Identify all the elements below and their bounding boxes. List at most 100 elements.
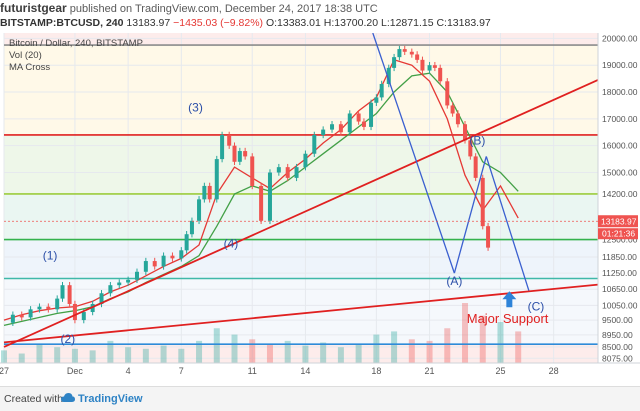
volume-bar <box>178 348 185 363</box>
candle-body <box>189 220 194 235</box>
trendline <box>372 33 455 274</box>
candle-body <box>455 113 460 125</box>
volume-bar <box>18 353 25 363</box>
candle-body <box>463 124 468 141</box>
price-tick-label: 8500.00 <box>602 342 633 352</box>
candle-body <box>450 105 455 114</box>
candle-body <box>473 156 478 178</box>
time-tick-label: 27 <box>0 366 9 376</box>
volume-bar <box>89 350 96 363</box>
publisher-name[interactable]: futuristgear <box>0 1 67 15</box>
price-band <box>4 134 598 194</box>
volume-bar <box>408 339 415 363</box>
legend-volume[interactable]: Vol (20) <box>9 50 42 61</box>
price-chart[interactable]: (1)(2)(3)(4)(5)(A)(B)(C)Major Support200… <box>0 33 640 378</box>
volume-bar <box>444 328 451 363</box>
publisher-line: futuristgear published on TradingView.co… <box>0 1 378 15</box>
candle-body <box>10 314 15 323</box>
price-tick-label: 10050.00 <box>602 300 638 310</box>
volume-bar <box>142 348 149 363</box>
candle-body <box>214 159 219 200</box>
wave-label: (C) <box>528 300 545 314</box>
candle-body <box>330 124 335 130</box>
candle-body <box>250 156 255 186</box>
price-tick-label: 14200.00 <box>602 189 638 199</box>
ohlc-high: 13700.20 <box>334 17 379 29</box>
volume-bar <box>125 347 132 363</box>
price-tick-label: 9500.00 <box>602 315 633 325</box>
chart-header: futuristgear published on TradingView.co… <box>0 0 640 33</box>
candle-body <box>179 250 184 259</box>
candle-body <box>108 285 113 294</box>
volume-bar <box>196 340 203 363</box>
candle-body <box>126 279 131 283</box>
candle-body <box>303 153 308 168</box>
candle-body <box>312 134 317 154</box>
volume-bar <box>515 331 522 363</box>
countdown-box <box>598 228 638 240</box>
candle-body <box>397 49 402 58</box>
price-band <box>4 33 598 46</box>
support-arrow-icon <box>502 291 517 308</box>
price-tick-label: 15000.00 <box>602 168 638 178</box>
volume-bar <box>266 344 273 363</box>
price-tick-label: 19000.00 <box>602 60 638 70</box>
legend-title: Bitcoin / Dollar, 240, BITSTAMP <box>9 38 143 49</box>
candle-body <box>468 140 473 157</box>
candle-body <box>99 293 104 304</box>
price-tick-label: 20000.00 <box>602 33 638 43</box>
candle-body <box>402 49 407 52</box>
time-tick-label: 14 <box>300 366 310 376</box>
candle-body <box>409 51 414 55</box>
volume-bar <box>497 321 504 363</box>
volume-bar <box>284 340 291 363</box>
candle-body <box>237 151 242 162</box>
price-tick-label: 11250.00 <box>602 268 637 278</box>
price-band <box>4 239 598 279</box>
trendline <box>485 156 530 291</box>
wave-label: (4) <box>224 237 239 251</box>
time-axis-bg <box>0 363 640 378</box>
ohlc-open: 13383.01 <box>277 17 321 29</box>
last-price-box <box>598 215 638 228</box>
tradingview-brand[interactable]: TradingView <box>78 393 143 405</box>
symbol-line: BITSTAMP:BTCUSD, 240 13183.97 −1435.03 (… <box>0 17 491 29</box>
published-text: published on TradingView.com, December 2… <box>69 3 378 15</box>
footer-bar: Created with TradingView <box>0 386 640 411</box>
candle-body <box>37 306 42 310</box>
candle-body <box>374 97 379 103</box>
legend-ma-cross[interactable]: MA Cross <box>9 62 51 73</box>
candle-body <box>369 102 374 127</box>
candle-body <box>427 65 432 71</box>
time-tick-label: 28 <box>549 366 559 376</box>
volume-bar <box>391 331 398 363</box>
wave-label: (3) <box>188 100 203 114</box>
chart-area[interactable]: (1)(2)(3)(4)(5)(A)(B)(C)Major Support200… <box>0 33 640 378</box>
candle-body <box>28 309 33 318</box>
ohlc-open-label: O: <box>265 17 278 29</box>
volume-bar <box>231 334 238 363</box>
volume-bar <box>462 303 469 363</box>
candle-body <box>202 185 207 200</box>
candle-body <box>243 151 248 157</box>
volume-bar <box>1 350 7 363</box>
candle-body <box>379 83 384 98</box>
wave-label: (A) <box>446 274 462 288</box>
price-tick-label: 8950.00 <box>602 330 633 340</box>
countdown-label: 01:21:36 <box>602 229 635 239</box>
ohlc-close: 13183.97 <box>446 17 491 29</box>
price-band <box>4 45 598 135</box>
candle-body <box>438 67 443 82</box>
trendline <box>3 283 599 344</box>
candle-body <box>227 134 232 146</box>
volume-bar <box>426 340 433 363</box>
candle-body <box>197 199 202 221</box>
price-tick-label: 17000.00 <box>602 114 638 124</box>
volume-bar <box>302 345 309 363</box>
price-axis-bg <box>598 33 640 378</box>
volume-bar <box>355 344 362 363</box>
candle-body <box>267 172 272 221</box>
volume-bar <box>320 342 327 363</box>
candle-body <box>184 234 189 251</box>
candle-body <box>356 113 361 122</box>
